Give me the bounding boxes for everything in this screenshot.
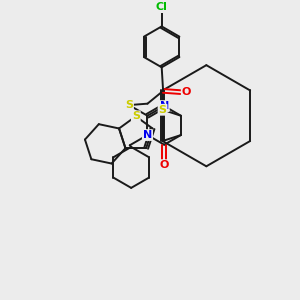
Text: Cl: Cl [156,2,168,11]
Text: S: S [125,100,133,110]
Text: S: S [132,111,140,121]
Text: N: N [160,101,169,111]
Text: N: N [143,130,152,140]
Text: O: O [182,87,191,97]
Text: O: O [160,160,169,170]
Text: S: S [159,105,167,115]
